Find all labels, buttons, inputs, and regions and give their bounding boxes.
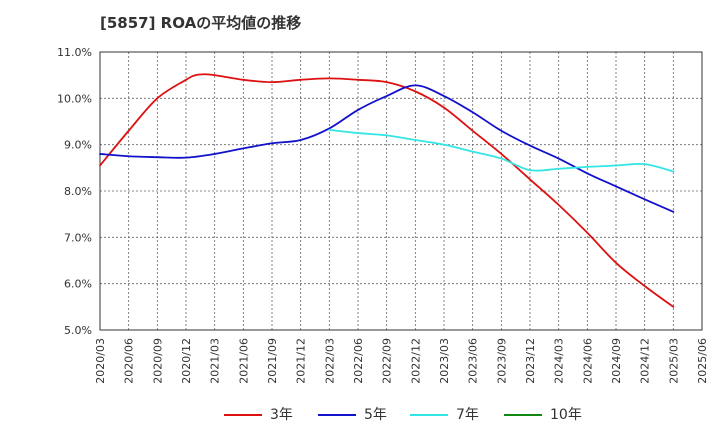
y-tick-label: 9.0%: [64, 139, 92, 152]
x-tick-label: 2022/06: [352, 338, 365, 384]
x-tick-label: 2024/12: [639, 338, 652, 384]
y-tick-label: 7.0%: [64, 231, 92, 244]
x-tick-label: 2023/06: [467, 338, 480, 384]
legend-label-10y: 10年: [550, 407, 582, 423]
x-tick-label: 2023/09: [495, 338, 508, 384]
legend-label-3y: 3年: [270, 407, 293, 423]
legend-item-5y: 5年: [318, 404, 402, 426]
legend-swatch-7y: [410, 414, 448, 416]
x-tick-label: 2021/09: [266, 338, 279, 384]
plot-frame: [99, 51, 703, 331]
x-tick-label: 2021/12: [295, 338, 308, 384]
x-tick-label: 2023/12: [524, 338, 537, 384]
y-tick-label: 6.0%: [64, 278, 92, 291]
legend: 3年 5年 7年 10年: [0, 404, 720, 426]
x-tick-label: 2020/06: [123, 338, 136, 384]
series-line-7y: [328, 128, 675, 173]
series-line-3y: [99, 73, 675, 308]
series-layer: [99, 73, 675, 308]
y-tick-label: 5.0%: [64, 324, 92, 337]
x-tick-label: 2024/03: [553, 338, 566, 384]
x-tick-label: 2023/03: [438, 338, 451, 384]
legend-label-5y: 5年: [364, 407, 387, 423]
x-tick-label: 2021/06: [237, 338, 250, 384]
chart-title: [5857] ROAの平均値の推移: [100, 14, 302, 32]
x-tick-label: 2021/03: [209, 338, 222, 384]
legend-item-3y: 3年: [224, 404, 308, 426]
x-tick-label: 2020/09: [151, 338, 164, 384]
x-tick-label: 2022/12: [409, 338, 422, 384]
legend-label-7y: 7年: [456, 407, 479, 423]
x-tick-label: 2020/03: [94, 338, 107, 384]
x-tick-label: 2024/09: [610, 338, 623, 384]
y-tick-label: 8.0%: [64, 185, 92, 198]
legend-item-10y: 10年: [504, 404, 594, 426]
legend-swatch-5y: [318, 414, 356, 416]
label-layer: 5.0% 6.0% 7.0% 8.0% 9.0% 10.0% 11.0% 2020/03 202…: [57, 46, 709, 384]
x-tick-label: 2020/12: [180, 338, 193, 384]
x-tick-label: 2022/09: [381, 338, 394, 384]
grid-layer: [100, 52, 702, 330]
legend-swatch-10y: [504, 414, 542, 416]
x-tick-label: 2025/06: [696, 338, 709, 384]
x-tick-label: 2024/06: [581, 338, 594, 384]
series-line-5y: [99, 84, 675, 213]
y-tick-label: 11.0%: [57, 46, 92, 59]
x-tick-label: 2025/03: [667, 338, 680, 384]
axis-layer: [99, 51, 703, 331]
legend-item-7y: 7年: [410, 404, 494, 426]
legend-swatch-3y: [224, 414, 262, 416]
y-tick-label: 10.0%: [57, 92, 92, 105]
x-tick-label: 2022/03: [323, 338, 336, 384]
